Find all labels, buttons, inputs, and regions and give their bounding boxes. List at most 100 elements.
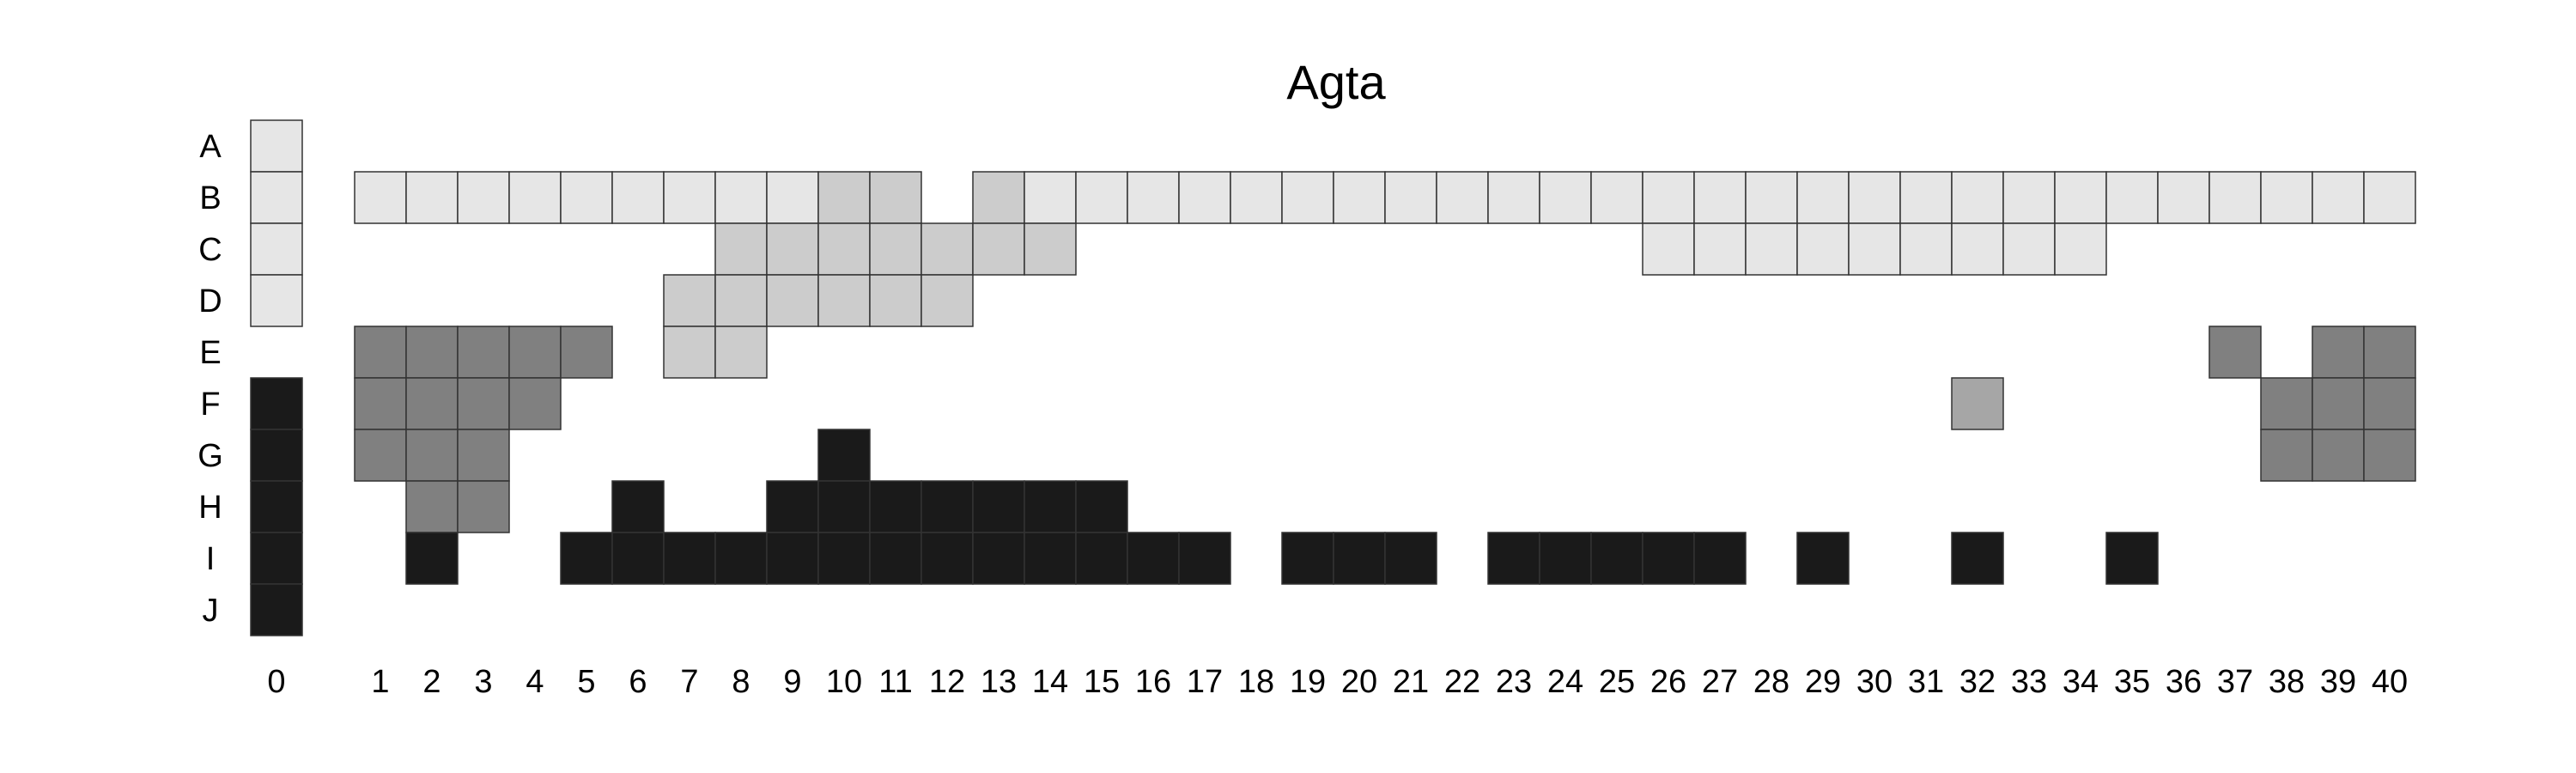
cell-B-10	[817, 171, 871, 224]
cell-B-40	[2363, 171, 2416, 224]
cell-G-38	[2260, 429, 2313, 482]
cell-D-0	[250, 274, 303, 327]
column-label-24: 24	[1547, 664, 1583, 700]
cell-B-32	[1951, 171, 2004, 224]
cell-B-24	[1539, 171, 1592, 224]
cell-F-1	[354, 377, 407, 430]
cell-I-0	[250, 532, 303, 585]
row-label-B: B	[199, 180, 221, 216]
cell-F-0	[250, 377, 303, 430]
cell-I-29	[1796, 532, 1850, 585]
cell-G-39	[2312, 429, 2365, 482]
chart-title: Agta	[1286, 55, 1386, 109]
cell-B-28	[1745, 171, 1798, 224]
column-label-15: 15	[1084, 664, 1120, 700]
cell-H-6	[611, 480, 665, 533]
cell-H-0	[250, 480, 303, 533]
column-label-9: 9	[783, 664, 801, 700]
cell-I-20	[1333, 532, 1386, 585]
cell-A-0	[250, 119, 303, 173]
cell-C-13	[972, 222, 1025, 276]
cell-I-6	[611, 532, 665, 585]
cell-C-32	[1951, 222, 2004, 276]
cell-E-39	[2312, 326, 2365, 379]
cell-I-7	[663, 532, 716, 585]
cell-I-32	[1951, 532, 2004, 585]
column-label-28: 28	[1753, 664, 1789, 700]
cell-H-14	[1024, 480, 1077, 533]
column-label-37: 37	[2217, 664, 2253, 700]
cell-G-3	[457, 429, 510, 482]
cell-I-11	[869, 532, 922, 585]
cell-J-0	[250, 583, 303, 636]
column-label-25: 25	[1599, 664, 1635, 700]
cell-E-5	[560, 326, 613, 379]
cell-I-2	[405, 532, 459, 585]
cell-C-28	[1745, 222, 1798, 276]
cell-B-3	[457, 171, 510, 224]
cell-B-30	[1848, 171, 1901, 224]
cell-B-9	[766, 171, 819, 224]
column-label-26: 26	[1650, 664, 1686, 700]
cell-B-22	[1436, 171, 1489, 224]
cell-I-15	[1075, 532, 1128, 585]
cell-B-8	[714, 171, 768, 224]
cell-C-33	[2002, 222, 2056, 276]
column-label-1: 1	[371, 664, 389, 700]
cell-E-3	[457, 326, 510, 379]
cell-C-12	[920, 222, 974, 276]
column-label-16: 16	[1135, 664, 1171, 700]
row-label-I: I	[206, 541, 216, 577]
cell-C-9	[766, 222, 819, 276]
cell-F-3	[457, 377, 510, 430]
cell-B-18	[1230, 171, 1283, 224]
row-label-A: A	[199, 129, 222, 165]
column-label-39: 39	[2320, 664, 2356, 700]
cell-C-0	[250, 222, 303, 276]
cell-B-14	[1024, 171, 1077, 224]
cell-G-0	[250, 429, 303, 482]
cell-B-5	[560, 171, 613, 224]
column-label-19: 19	[1290, 664, 1326, 700]
cell-H-15	[1075, 480, 1128, 533]
cell-E-1	[354, 326, 407, 379]
cell-F-2	[405, 377, 459, 430]
column-label-5: 5	[577, 664, 595, 700]
cell-D-9	[766, 274, 819, 327]
cell-C-31	[1899, 222, 1953, 276]
row-label-H: H	[198, 490, 222, 526]
column-label-35: 35	[2114, 664, 2150, 700]
cell-B-26	[1642, 171, 1695, 224]
row-label-C: C	[198, 232, 222, 268]
column-label-10: 10	[826, 664, 862, 700]
cell-I-8	[714, 532, 768, 585]
cell-B-36	[2157, 171, 2210, 224]
column-label-3: 3	[474, 664, 492, 700]
cell-I-12	[920, 532, 974, 585]
column-label-20: 20	[1341, 664, 1377, 700]
cell-B-21	[1384, 171, 1437, 224]
cell-G-1	[354, 429, 407, 482]
cell-F-4	[508, 377, 562, 430]
cell-B-37	[2208, 171, 2262, 224]
column-label-6: 6	[629, 664, 647, 700]
cell-C-10	[817, 222, 871, 276]
cell-B-1	[354, 171, 407, 224]
column-label-13: 13	[981, 664, 1017, 700]
cell-F-32	[1951, 377, 2004, 430]
cell-E-4	[508, 326, 562, 379]
cell-C-29	[1796, 222, 1850, 276]
cell-B-39	[2312, 171, 2365, 224]
column-label-40: 40	[2372, 664, 2408, 700]
cell-I-17	[1178, 532, 1231, 585]
column-label-14: 14	[1032, 664, 1068, 700]
cell-B-25	[1590, 171, 1643, 224]
column-labels: 0 1 2 3 4 5 6 7 8 9 10 11 12 13 14 15 16 17 18 19 20 21 22 23 24…	[267, 664, 2408, 700]
cell-I-35	[2105, 532, 2159, 585]
cell-I-16	[1127, 532, 1180, 585]
row-label-F: F	[200, 386, 220, 423]
cell-H-13	[972, 480, 1025, 533]
column-label-12: 12	[929, 664, 965, 700]
cell-C-8	[714, 222, 768, 276]
cell-B-4	[508, 171, 562, 224]
